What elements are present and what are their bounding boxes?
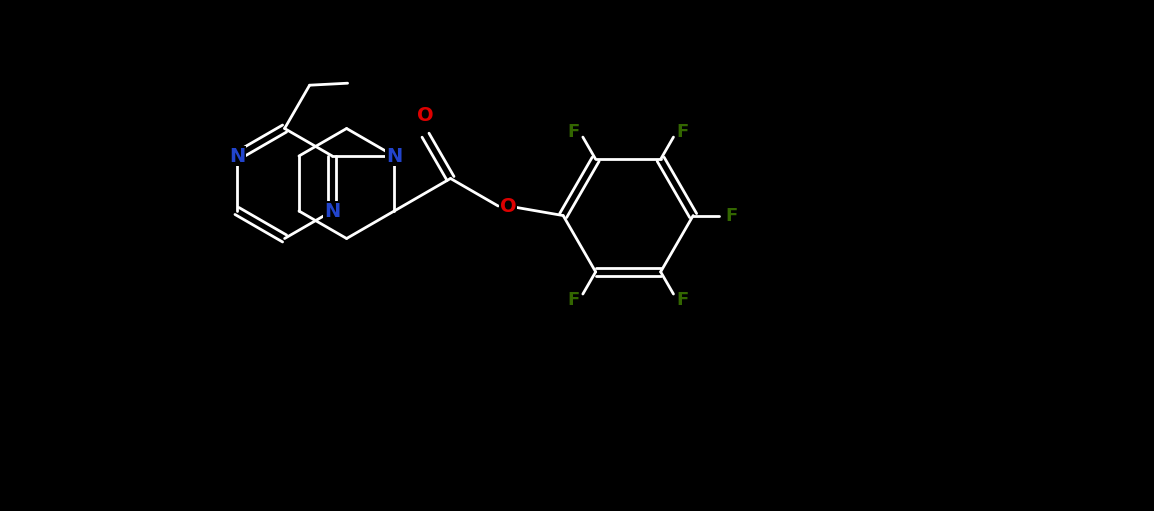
Text: O: O [418, 106, 434, 125]
Text: F: F [676, 123, 689, 141]
Text: N: N [324, 201, 340, 221]
Text: F: F [568, 123, 579, 141]
Text: F: F [568, 291, 579, 309]
Text: F: F [676, 291, 689, 309]
Text: N: N [387, 147, 403, 166]
Text: N: N [228, 147, 245, 166]
Text: O: O [500, 197, 517, 216]
Text: F: F [725, 206, 737, 224]
